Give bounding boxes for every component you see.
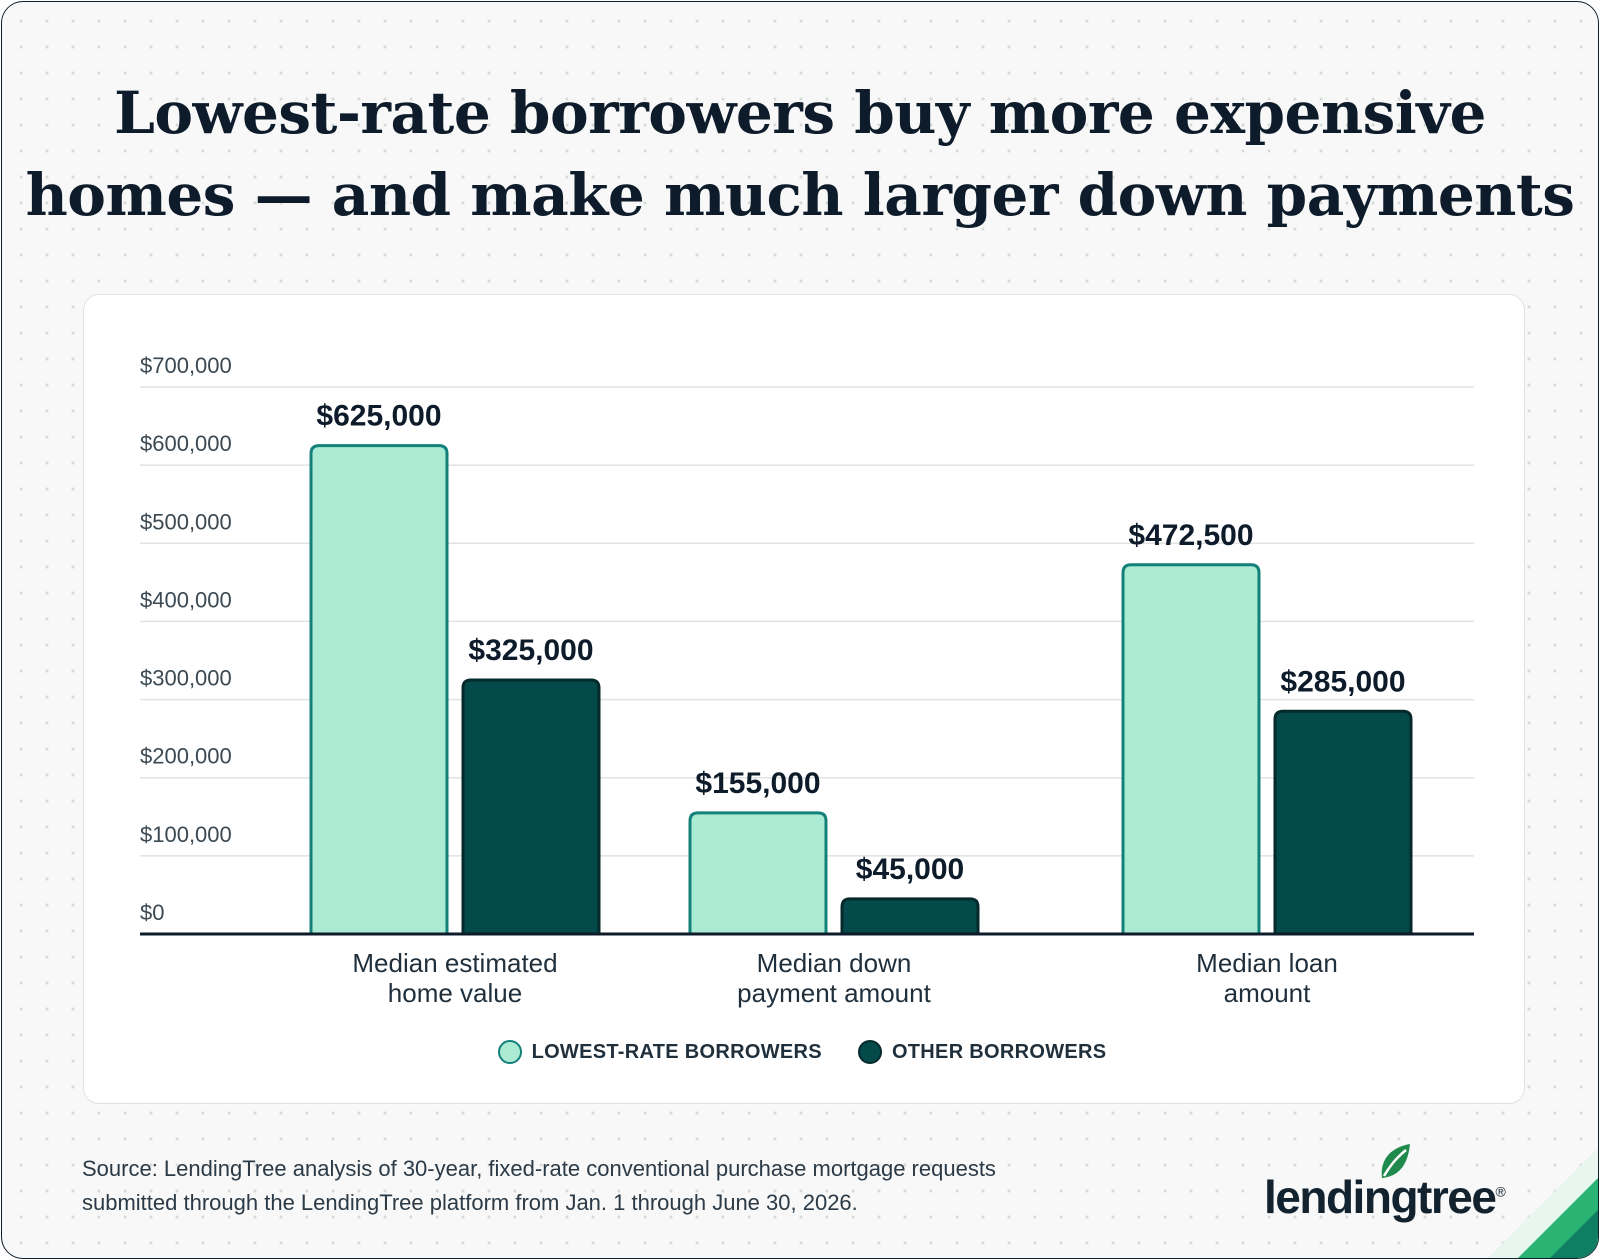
bar-other-2 (1273, 709, 1413, 936)
value-label: $625,000 (316, 400, 441, 433)
legend-label-other: OTHER BORROWERS (891, 1040, 1107, 1063)
category-label: Median estimated (352, 948, 557, 978)
corner-stripe-icon (1488, 1148, 1598, 1258)
chart-title: Lowest-rate borrowers buy more expensive… (2, 72, 1598, 236)
legend-label-lowest-rate: LOWEST-RATE BORROWERS (531, 1040, 822, 1063)
bars (309, 444, 1413, 936)
legend-swatch-lowest-rate (497, 1040, 522, 1064)
value-label: $472,500 (1128, 519, 1253, 552)
y-tick-label: $400,000 (140, 587, 232, 612)
y-tick-label: $500,000 (140, 509, 232, 534)
bar-lowest-rate-1 (688, 811, 828, 936)
bar-other-1 (840, 897, 980, 936)
category-label: Median loan (1196, 948, 1338, 978)
category-label: home value (388, 978, 522, 1008)
y-tick-label: $0 (140, 900, 164, 925)
category-label: payment amount (737, 978, 931, 1008)
value-label: $45,000 (856, 853, 964, 886)
registered-mark: ® (1495, 1183, 1505, 1200)
category-label: amount (1224, 978, 1311, 1008)
y-tick-label: $600,000 (140, 431, 232, 456)
y-axis-ticks: $0 $100,000 $200,000 $300,000 $400,000 $500,0… (140, 353, 232, 925)
title-line-1: Lowest-rate borrowers buy more expensive (114, 79, 1486, 147)
legend: LOWEST-RATE BORROWERS OTHER BORROWERS (2, 1032, 1598, 1072)
legend-item-lowest-rate: LOWEST-RATE BORROWERS (497, 1040, 822, 1064)
source-line-2: submitted through the LendingTree platfo… (82, 1190, 858, 1215)
title-line-2: homes — and make much larger down paymen… (25, 161, 1575, 229)
category-label: Median down (757, 948, 912, 978)
y-tick-label: $300,000 (140, 666, 232, 691)
value-label: $285,000 (1280, 665, 1405, 698)
source-note: Source: LendingTree analysis of 30-year,… (82, 1152, 1082, 1220)
y-tick-label: $100,000 (140, 822, 232, 847)
lendingtree-leaf-icon (1381, 1144, 1410, 1178)
legend-swatch-other (857, 1040, 882, 1064)
logo-text: lendingtree (1264, 1171, 1497, 1223)
y-tick-label: $200,000 (140, 744, 232, 769)
bar-lowest-rate-2 (1121, 563, 1261, 936)
legend-item-other: OTHER BORROWERS (857, 1040, 1107, 1064)
source-line-1: Source: LendingTree analysis of 30-year,… (82, 1156, 996, 1181)
value-label: $325,000 (468, 634, 593, 667)
lendingtree-logo: lendingtree® (1264, 1142, 1524, 1224)
y-tick-label: $700,000 (140, 353, 232, 378)
value-labels: $625,000 $325,000 $155,000 $45,000 $472,500 $… (316, 400, 1405, 886)
logo-wordmark: lendingtree® (1264, 1170, 1506, 1224)
value-label: $155,000 (695, 767, 820, 800)
bar-other-0 (461, 678, 601, 936)
bar-lowest-rate-0 (309, 444, 449, 936)
